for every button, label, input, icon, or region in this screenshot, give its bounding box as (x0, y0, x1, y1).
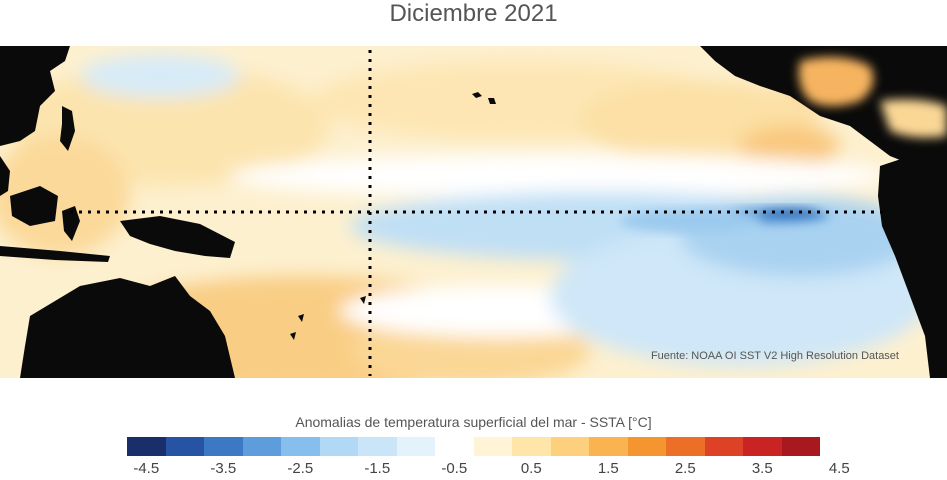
colorbar-swatch (396, 437, 435, 456)
colorbar-swatch (704, 437, 743, 456)
colorbar-tick-label: -0.5 (441, 460, 468, 477)
colorbar-tick-label: 3.5 (751, 460, 773, 477)
colorbar-swatch (281, 437, 320, 456)
colorbar-tick-label: -3.5 (210, 460, 237, 477)
gulf-of-mexico-water (798, 57, 874, 106)
land-new-guinea (120, 216, 235, 258)
colorbar-tick-label: 2.5 (674, 460, 696, 477)
colorbar-swatch (743, 437, 782, 456)
land-australia (20, 276, 235, 378)
cold-core-c (620, 209, 760, 233)
colorbar-tick-label: -4.5 (133, 460, 160, 477)
colorbar-swatch (589, 437, 628, 456)
land-sulawesi (62, 206, 80, 241)
colorbar (127, 437, 820, 456)
colorbar-swatch (204, 437, 243, 456)
reference-lines (70, 50, 885, 376)
land-south-america (878, 146, 947, 378)
source-note: Fuente: NOAA OI SST V2 High Resolution D… (650, 350, 899, 362)
colorbar-swatch (319, 437, 358, 456)
colorbar-ticks: -4.5 -3.5 -2.5 -1.5 -0.5 0.5 1.5 2.5 3.5 4.5 (127, 460, 849, 480)
map-title: Diciembre 2021 (389, 0, 558, 27)
colorbar-swatch (127, 437, 166, 456)
land-borneo (10, 186, 58, 226)
colorbar-swatch (435, 437, 474, 456)
colorbar-tick-label: 4.5 (828, 460, 850, 477)
colorbar-swatch (627, 437, 666, 456)
neutral-band-north (230, 154, 890, 198)
land-sumatra (0, 156, 10, 196)
land-philippines (60, 106, 75, 151)
colorbar-tick-label: -1.5 (364, 460, 391, 477)
warm-anomaly-central-east (740, 126, 840, 166)
colorbar-swatch (242, 437, 281, 456)
caribbean-water (880, 99, 947, 138)
colorbar-swatch (666, 437, 705, 456)
land-hawaii (472, 92, 496, 104)
land-asia (0, 46, 70, 146)
land-java-islands (0, 246, 110, 262)
colorbar-tick-label: 0.5 (520, 460, 542, 477)
colorbar-swatch (512, 437, 551, 456)
cold-anomaly-north-pool (80, 54, 240, 98)
colorbar-tick-label: 1.5 (597, 460, 619, 477)
colorbar-swatch (358, 437, 397, 456)
colorbar-swatch (473, 437, 512, 456)
colorbar-swatch (550, 437, 589, 456)
ssta-map (0, 46, 947, 378)
colorbar-swatch (781, 437, 820, 456)
colorbar-tick-label: -2.5 (287, 460, 314, 477)
colorbar-label: Anomalias de temperatura superficial del… (295, 414, 652, 430)
warm-anomaly-indonesia (0, 136, 130, 256)
colorbar-swatch (165, 437, 204, 456)
